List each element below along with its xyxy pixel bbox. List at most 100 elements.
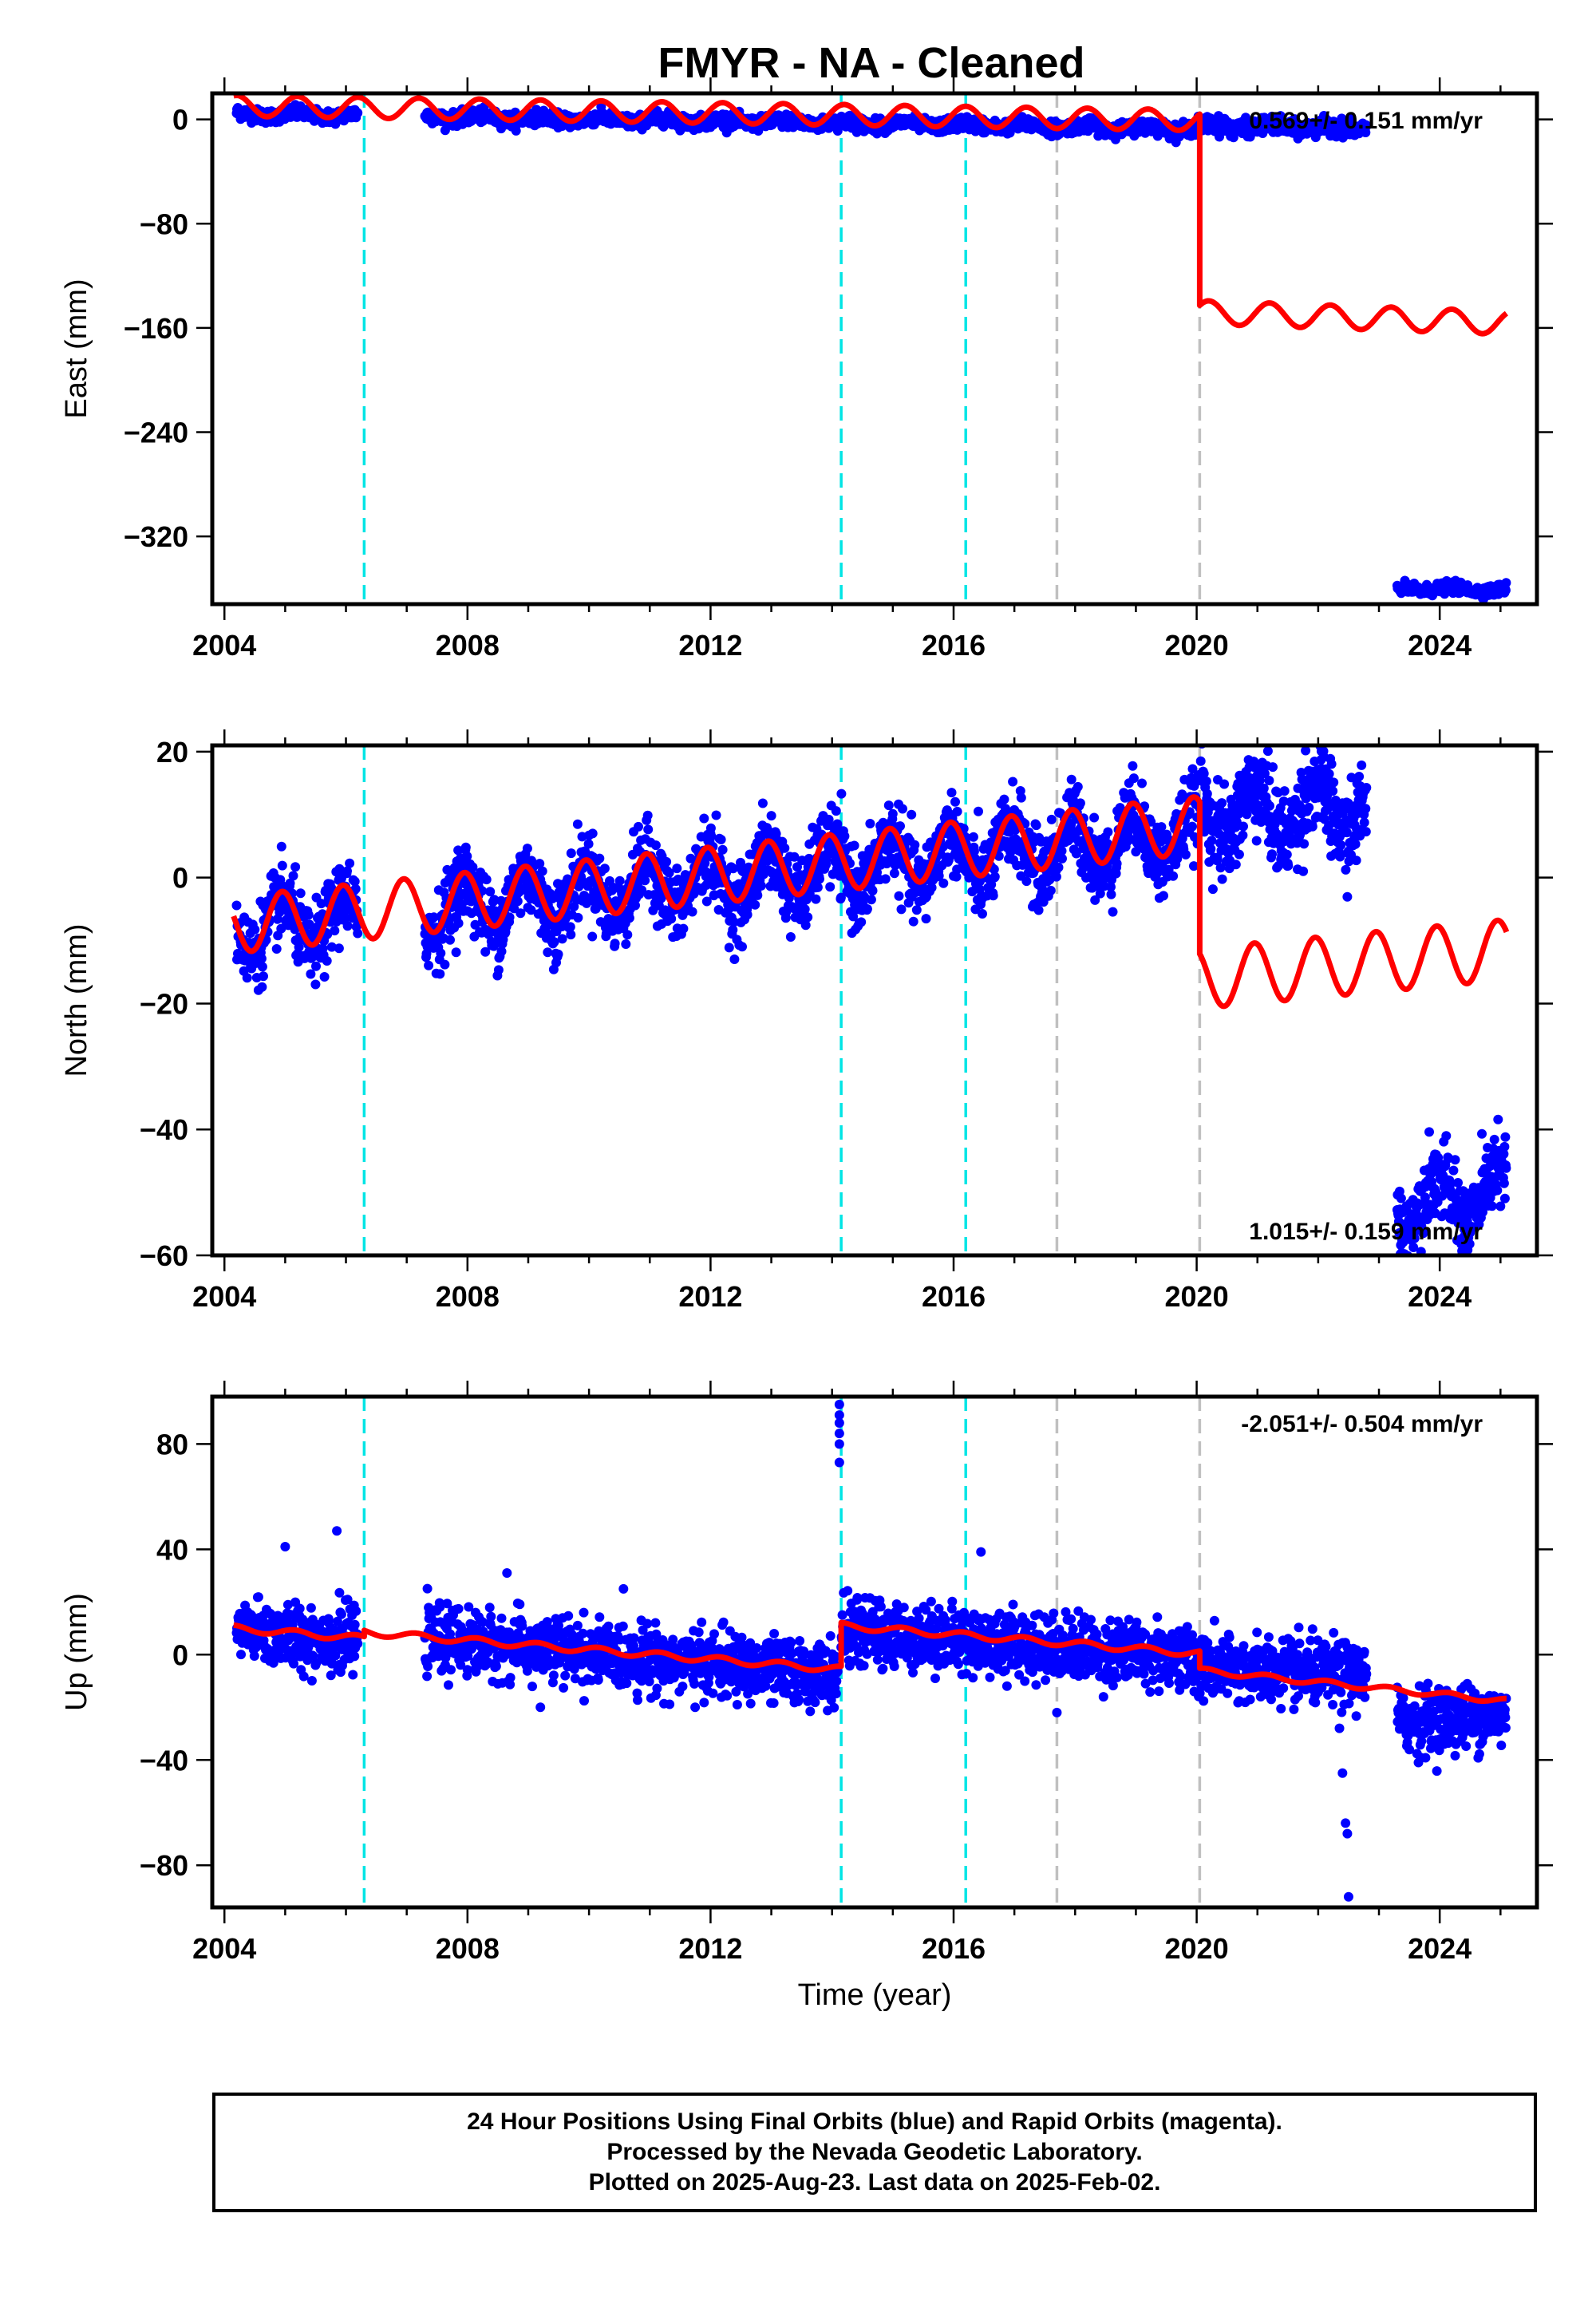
data-point — [311, 961, 321, 971]
data-point — [435, 969, 445, 979]
panel-north: 2004 2008 2012 2016 2020 2024200−20−40−60Nort… — [60, 729, 1553, 1313]
data-points-east — [231, 100, 1511, 604]
data-point — [640, 875, 650, 886]
data-point — [1046, 814, 1057, 824]
y-tick-label: 0 — [172, 104, 188, 136]
data-point — [1075, 798, 1085, 808]
data-point — [812, 882, 823, 892]
data-point — [587, 828, 598, 839]
data-point — [831, 806, 841, 816]
data-point — [883, 800, 894, 811]
data-point — [1051, 871, 1061, 882]
x-tick-label: 2024 — [1408, 629, 1472, 662]
data-point — [896, 904, 907, 915]
data-point — [256, 954, 267, 964]
data-point — [952, 806, 962, 816]
data-point — [573, 912, 583, 923]
data-point — [946, 788, 957, 798]
data-point — [737, 942, 747, 952]
data-point — [1016, 792, 1026, 803]
data-point — [257, 962, 267, 972]
data-point — [557, 934, 567, 944]
data-point — [624, 913, 634, 923]
chart-title: FMYR - NA - Cleaned — [658, 39, 1084, 87]
data-point — [825, 882, 836, 892]
data-point — [1073, 781, 1083, 792]
data-point — [460, 842, 471, 852]
data-point — [1057, 853, 1067, 864]
data-point — [678, 923, 689, 934]
data-point — [895, 821, 905, 832]
data-point — [614, 875, 625, 886]
data-point — [621, 939, 631, 949]
data-point — [699, 813, 709, 824]
data-point — [1008, 777, 1018, 787]
y-tick-label: −80 — [140, 207, 188, 240]
data-point — [800, 920, 811, 931]
data-point — [271, 944, 282, 954]
data-point — [424, 960, 434, 970]
data-point — [907, 809, 917, 820]
data-point — [757, 798, 768, 808]
y-tick-label: −240 — [124, 416, 188, 449]
data-point — [634, 821, 643, 832]
data-point — [303, 910, 314, 920]
data-point — [481, 875, 492, 885]
data-point — [1053, 862, 1064, 872]
data-point — [566, 848, 576, 859]
plot-frame — [210, 91, 1539, 607]
data-point — [672, 864, 682, 874]
data-point — [894, 891, 904, 901]
data-point — [815, 874, 824, 884]
data-point — [750, 899, 760, 910]
data-point — [257, 982, 267, 992]
data-point — [911, 905, 922, 915]
data-point — [622, 930, 633, 940]
data-point — [1021, 876, 1032, 887]
data-point — [543, 947, 553, 958]
data-point — [453, 918, 464, 928]
data-point — [1103, 827, 1113, 837]
data-point — [1045, 885, 1056, 895]
data-point — [849, 840, 859, 851]
data-point — [766, 811, 776, 821]
y-tick-label: −320 — [124, 520, 188, 553]
data-point — [988, 891, 998, 901]
data-point — [319, 972, 330, 982]
data-point — [322, 956, 332, 966]
data-point — [330, 926, 340, 936]
data-point — [910, 840, 920, 850]
data-point — [866, 895, 876, 905]
data-point — [522, 844, 532, 854]
data-point — [353, 928, 363, 939]
data-points-north — [231, 745, 1511, 1255]
data-point — [785, 932, 796, 942]
data-point — [729, 954, 740, 964]
data-point — [724, 943, 734, 953]
data-point — [968, 832, 978, 842]
data-point — [1106, 889, 1116, 899]
data-point — [436, 948, 446, 958]
data-point — [599, 864, 610, 874]
data-point — [921, 914, 931, 924]
data-point — [1112, 859, 1122, 869]
panel-east: 2004 2008 2012 2016 2020 20240−80−160−240−320… — [60, 77, 1553, 662]
data-point — [978, 909, 987, 919]
data-point — [950, 796, 960, 807]
data-point — [610, 939, 620, 949]
y-axis-label: East (mm) — [60, 279, 93, 418]
data-point — [898, 804, 907, 814]
data-point — [468, 862, 478, 872]
data-point — [862, 904, 872, 914]
data-point — [908, 916, 918, 927]
data-point — [1033, 905, 1044, 915]
x-tick-label: 2012 — [678, 629, 742, 662]
data-point — [856, 917, 867, 927]
data-point — [642, 810, 653, 820]
data-point — [1108, 907, 1118, 917]
data-point — [572, 819, 583, 829]
data-point — [1501, 578, 1511, 588]
data-point — [803, 912, 813, 923]
data-point — [587, 931, 598, 942]
